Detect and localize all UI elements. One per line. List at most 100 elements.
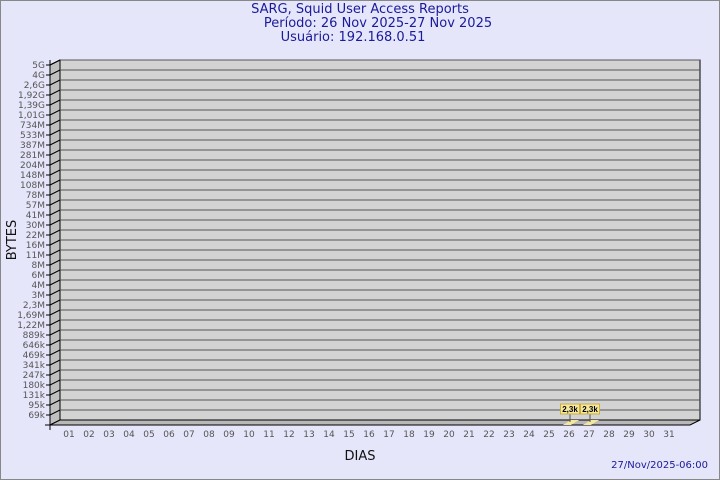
x-tick-label: 07	[183, 430, 194, 440]
y-tick-label: 69k	[28, 411, 45, 421]
y-tick-depth	[49, 379, 61, 386]
y-tick-label: 1,92G	[18, 91, 45, 101]
bar	[583, 420, 599, 425]
y-tick-depth	[49, 89, 61, 96]
y-tick-depth	[49, 69, 61, 76]
y-tick-label: 57M	[26, 201, 45, 211]
y-tick-label: 204M	[20, 161, 45, 171]
bar-data-label: 2,3k	[582, 405, 598, 414]
y-tick-label: 30M	[26, 221, 45, 231]
y-tick-depth	[49, 269, 61, 276]
x-tick-label: 23	[503, 430, 514, 440]
y-tick-label: 2,6G	[24, 81, 45, 91]
y-tick-depth	[49, 249, 61, 256]
bar-label-box	[580, 403, 600, 415]
x-tick-label: 16	[363, 430, 375, 440]
y-tick-label: 148M	[20, 171, 45, 181]
plot-floor	[49, 419, 701, 426]
y-tick-depth	[49, 79, 61, 86]
x-tick-label: 02	[83, 430, 94, 440]
y-tick-depth	[49, 119, 61, 126]
x-tick-label: 31	[663, 430, 674, 440]
y-tick-depth	[49, 99, 61, 106]
y-tick-label: 78M	[26, 191, 45, 201]
y-tick-label: 4M	[32, 281, 46, 291]
y-tick-label: 11M	[26, 251, 45, 261]
y-tick-label: 41M	[26, 211, 45, 221]
y-tick-label: 1,39G	[18, 101, 45, 111]
y-tick-label: 1,69M	[17, 311, 45, 321]
y-tick-depth	[49, 409, 61, 416]
bar-data-label: 2,3k	[562, 405, 578, 414]
y-tick-label: 3M	[32, 291, 46, 301]
y-tick-label: 734M	[20, 121, 45, 131]
y-tick-depth	[49, 149, 61, 156]
y-axis-label: BYTES	[5, 220, 20, 261]
y-tick-depth	[49, 169, 61, 176]
y-tick-depth	[49, 239, 61, 246]
x-tick-label: 21	[463, 430, 474, 440]
y-tick-label: 108M	[20, 181, 45, 191]
y-tick-label: 6M	[32, 271, 46, 281]
chart-title: SARG, Squid User Access Reports	[251, 2, 469, 17]
x-axis-label: DIAS	[345, 449, 376, 464]
x-tick-label: 01	[63, 430, 74, 440]
y-tick-label: 247k	[23, 371, 46, 381]
x-tick-label: 08	[203, 430, 215, 440]
x-tick-label: 13	[303, 430, 314, 440]
y-tick-label: 4G	[32, 71, 45, 81]
y-tick-depth	[49, 359, 61, 366]
y-tick-depth	[49, 309, 61, 316]
y-tick-label: 889k	[23, 331, 46, 341]
y-tick-depth	[49, 219, 61, 226]
y-tick-label: 1,22M	[17, 321, 45, 331]
x-tick-label: 18	[403, 430, 415, 440]
bar	[563, 420, 579, 425]
bar-label-box	[560, 403, 580, 415]
x-tick-label: 06	[163, 430, 175, 440]
y-tick-depth	[49, 349, 61, 356]
y-tick-label: 387M	[20, 141, 45, 151]
y-tick-label: 341k	[23, 361, 46, 371]
y-tick-label: 5G	[32, 61, 45, 71]
y-tick-label: 281M	[20, 151, 45, 161]
x-tick-label: 24	[523, 430, 535, 440]
y-tick-depth	[49, 279, 61, 286]
y-tick-depth	[49, 389, 61, 396]
x-tick-label: 09	[223, 430, 235, 440]
x-tick-label: 28	[603, 430, 615, 440]
y-tick-label: 8M	[32, 261, 46, 271]
x-tick-label: 26	[563, 430, 575, 440]
report-timestamp: 27/Nov/2025-06:00	[611, 460, 708, 471]
x-tick-label: 03	[103, 430, 114, 440]
x-tick-label: 30	[643, 430, 655, 440]
y-tick-depth	[49, 179, 61, 186]
x-tick-label: 17	[383, 430, 394, 440]
y-tick-depth	[49, 339, 61, 346]
y-tick-depth	[49, 59, 61, 66]
x-tick-label: 14	[323, 430, 335, 440]
y-tick-label: 131k	[23, 391, 46, 401]
x-tick-label: 29	[623, 430, 635, 440]
y-tick-label: 469k	[23, 351, 46, 361]
y-tick-depth	[49, 399, 61, 406]
y-tick-label: 646k	[23, 341, 46, 351]
y-tick-depth	[49, 229, 61, 236]
y-tick-depth	[49, 129, 61, 136]
y-tick-depth	[49, 319, 61, 326]
x-tick-label: 05	[143, 430, 154, 440]
x-tick-label: 20	[443, 430, 455, 440]
y-tick-depth	[49, 329, 61, 336]
x-tick-label: 11	[263, 430, 274, 440]
y-tick-label: 180k	[23, 381, 46, 391]
x-tick-label: 19	[423, 430, 435, 440]
y-tick-depth	[49, 259, 61, 266]
y-tick-label: 1,01G	[18, 111, 45, 121]
user-subtitle: Usuário: 192.168.0.51	[280, 30, 426, 45]
x-tick-label: 12	[283, 430, 294, 440]
y-tick-depth	[49, 299, 61, 306]
y-tick-depth	[49, 139, 61, 146]
x-tick-label: 10	[243, 430, 255, 440]
y-tick-depth	[49, 209, 61, 216]
